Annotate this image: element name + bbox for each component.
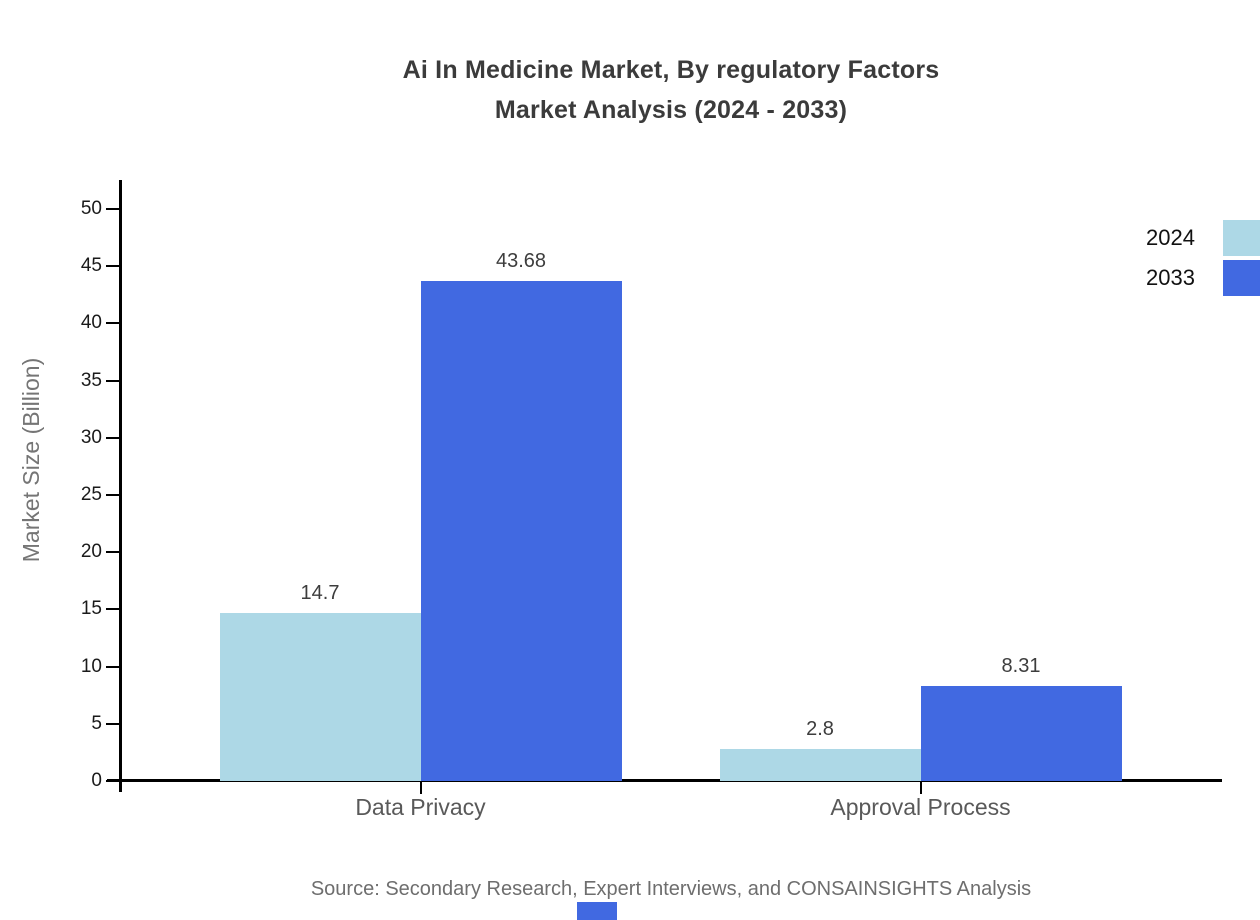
y-tick-label: 45 [80, 255, 102, 277]
bar-2033-data-privacy [420, 281, 622, 781]
legend-label-2033: 2033 [1146, 265, 1195, 290]
y-tick-label: 10 [80, 655, 102, 677]
y-tick-label: 40 [80, 312, 102, 334]
y-tick-label: 30 [80, 426, 102, 448]
y-tick-label: 15 [80, 598, 102, 620]
x-axis-line [107, 779, 1222, 782]
legend-item-2033: 2033 [1146, 258, 1260, 298]
legend-swatch-2033 [1223, 260, 1260, 296]
category-label-1: Data Privacy [355, 794, 486, 820]
y-tick-label: 5 [91, 712, 102, 734]
y-tick-label: 25 [80, 484, 102, 505]
bar-2033-approval-process [920, 685, 1122, 781]
legend-item-2024: 2024 [1146, 218, 1260, 258]
legend-label-2024: 2024 [1146, 225, 1195, 250]
bar-value-label: 14.7 [300, 581, 340, 604]
y-tick-label: 0 [91, 770, 102, 791]
y-axis-title: Market Size (Billion) [18, 357, 44, 563]
y-tick-mark [106, 608, 121, 611]
y-tick-mark [106, 780, 121, 782]
y-tick-mark [106, 551, 121, 554]
chart-title-line1: Ai In Medicine Market, By regulatory Fac… [402, 56, 940, 84]
x-tick-mark [419, 782, 422, 794]
y-tick-label: 50 [80, 198, 102, 219]
chart-title-line2: Market Analysis (2024 - 2033) [494, 96, 848, 124]
y-axis-line [119, 180, 122, 792]
y-tick-mark [106, 436, 121, 439]
y-tick-mark [106, 208, 121, 210]
page-title: Ai In Medicine Market, By regulatory Fac… [120, 50, 1222, 130]
brand-block [577, 902, 617, 920]
x-tick-mark [919, 782, 922, 794]
y-tick-mark [106, 494, 121, 496]
legend: 2024 2033 [1146, 218, 1260, 298]
bar-value-label: 43.68 [495, 250, 547, 273]
legend-swatch-2024 [1223, 220, 1260, 256]
y-tick-mark [106, 379, 121, 382]
bar-value-label: 2.8 [806, 717, 834, 740]
y-tick-mark [106, 265, 121, 268]
bar-2024-data-privacy [219, 612, 421, 781]
bar-2024-approval-process [719, 748, 921, 781]
bar-value-label: 8.31 [1001, 654, 1041, 677]
y-tick-label: 35 [80, 369, 102, 391]
y-tick-mark [106, 322, 121, 325]
y-tick-mark [106, 722, 121, 725]
y-tick-label: 20 [80, 541, 102, 563]
category-label-2: Approval Process [830, 794, 1011, 820]
source-attribution: Source: Secondary Research, Expert Inter… [310, 878, 1032, 900]
y-tick-mark [106, 665, 121, 668]
